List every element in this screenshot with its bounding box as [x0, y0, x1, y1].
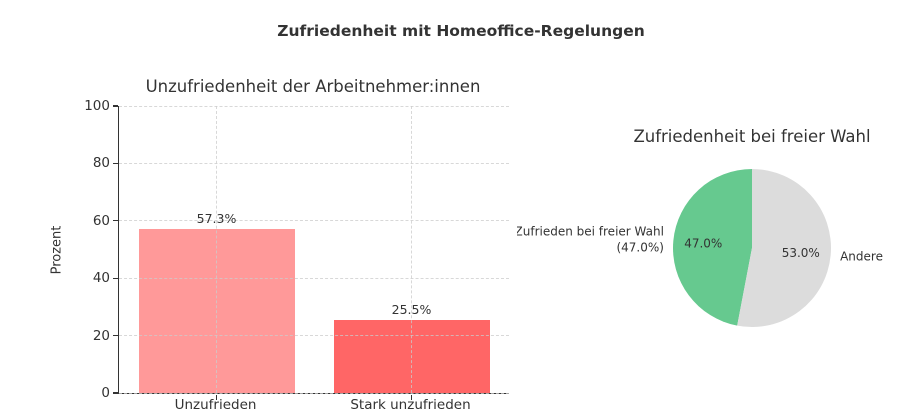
bar-value-label: 25.5% [391, 301, 432, 317]
y-tick-label: 40 [92, 270, 110, 287]
pie-chart: 47.0% Zufrieden bei freier Wahl (47.0%) 53.… [517, 169, 883, 327]
x-tick-mark [410, 394, 413, 400]
y-tick-label: 20 [92, 327, 110, 344]
h-gridline [119, 335, 509, 337]
y-tick-mark [112, 277, 118, 279]
pie-slice-0 [673, 169, 752, 326]
v-gridline [216, 106, 217, 393]
main-title: Zufriedenheit mit Homeoffice-Regelungen [277, 22, 645, 40]
x-tick-mark [215, 394, 218, 400]
y-tick-mark [112, 220, 118, 222]
bar-chart-title: Unzufriedenheit der Arbeitnehmer:innen [145, 77, 481, 96]
v-gridline [411, 106, 412, 393]
bar-plot-area: 57.3% 25.5% [112, 105, 509, 400]
h-gridline [119, 277, 509, 279]
pie-outside-label: (47.0%) [616, 241, 663, 255]
y-tick-label: 60 [92, 212, 110, 229]
x-tick-label: Unzufrieden [174, 397, 257, 413]
pie-pct-label: 47.0% [684, 237, 722, 251]
pie-outside-label: Zufrieden bei freier Wahl [517, 225, 664, 239]
y-tick-label: 0 [101, 385, 110, 401]
y-tick-mark [112, 162, 118, 165]
y-tick-label: 80 [92, 155, 110, 172]
y-tick-label: 100 [84, 98, 110, 114]
pie-slice-1 [737, 169, 831, 327]
y-tick-mark [112, 105, 118, 107]
bar-value-label: 57.3% [196, 210, 237, 226]
pie-chart-title: Zufriedenheit bei freier Wahl [633, 127, 871, 146]
y-tick-mark [112, 334, 118, 337]
h-gridline [119, 220, 509, 222]
pie-outside-label: Andere [840, 249, 883, 263]
h-gridline [119, 105, 509, 107]
h-gridline [119, 162, 509, 164]
y-tick-mark [112, 392, 118, 394]
x-tick-label: Stark unzufrieden [350, 397, 471, 413]
pie-pct-label: 53.0% [782, 246, 820, 260]
bar-y-axis-ticks: 0 20 40 60 80 100 [0, 98, 110, 401]
h-gridline [119, 392, 509, 394]
